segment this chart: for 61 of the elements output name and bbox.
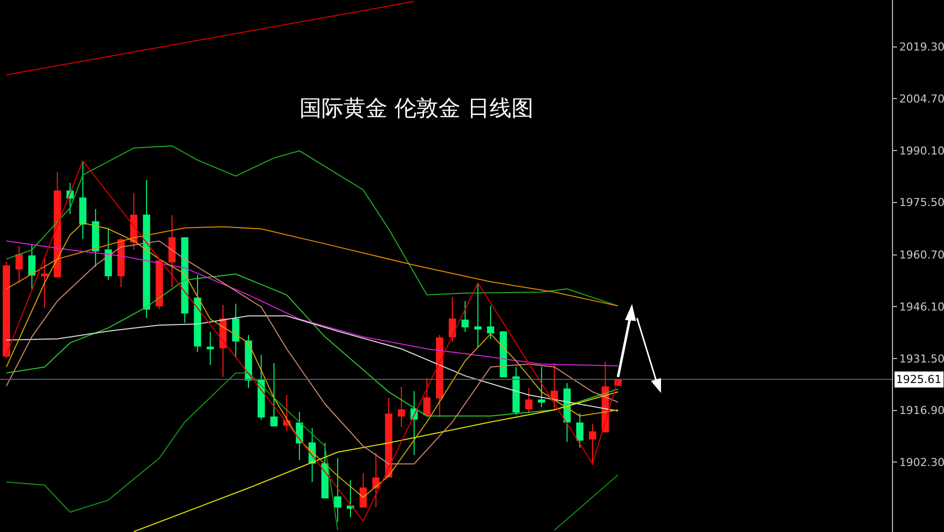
candlestick (461, 300, 469, 332)
candlestick (232, 303, 240, 358)
y-tick-label: 1946.10 (899, 300, 944, 314)
candlestick (168, 214, 176, 288)
candlestick (270, 362, 278, 426)
candlestick (79, 160, 86, 240)
candlestick (398, 386, 406, 428)
candlestick (512, 366, 520, 416)
line-series (6, 372, 338, 531)
candlestick (576, 412, 584, 448)
y-tick-label: 2019.30 (899, 40, 944, 54)
candlestick (360, 472, 367, 508)
candlestick (117, 237, 125, 288)
candlestick (219, 304, 227, 378)
candlestick (423, 377, 431, 418)
candlestick (372, 452, 380, 508)
text: 国际黄金 伦敦金 日线图 (300, 96, 534, 122)
line-series (133, 391, 619, 532)
line-series (6, 240, 619, 366)
y-tick-label: 1916.90 (899, 404, 944, 418)
candlestick (538, 366, 546, 408)
candlestick (92, 208, 100, 268)
candlestick (181, 236, 188, 324)
candlestick (156, 258, 163, 310)
candlestick (474, 283, 482, 348)
candlestick (40, 258, 48, 309)
candlestick (448, 296, 456, 343)
candlestick (54, 171, 61, 278)
candlestick (500, 330, 507, 378)
candlestick (550, 362, 558, 410)
candlestick (588, 424, 596, 466)
y-tick-label: 1902.30 (899, 456, 944, 469)
candlestick (15, 245, 23, 284)
y-tick-label: 2004.70 (899, 92, 944, 106)
candlestick (334, 458, 342, 523)
candlestick (142, 179, 150, 318)
y-tick-label: 1931.50 (899, 352, 944, 366)
candlestick (525, 387, 532, 414)
y-tick-label: 1960.70 (899, 248, 944, 262)
line-series (6, 160, 619, 522)
y-tick-label: 1975.50 (899, 196, 944, 210)
candlestick (296, 412, 304, 460)
candlestick (194, 274, 202, 353)
candlestick (2, 261, 10, 359)
candlestick (346, 480, 354, 518)
line-series (6, 240, 619, 464)
line-series (6, 226, 619, 306)
line-series (6, 222, 619, 498)
line-series (6, 273, 619, 416)
candlestick (385, 397, 392, 478)
candlestick (206, 331, 214, 366)
line-series (6, 315, 619, 412)
candlestick (410, 390, 418, 456)
candlestick (258, 354, 265, 420)
ref-line-label: 1925.61 (896, 373, 942, 386)
candlestick (104, 227, 112, 281)
candlestick (28, 243, 36, 290)
line-series (6, 145, 619, 306)
y-tick-label: 1990.10 (899, 144, 944, 158)
candlestick (486, 305, 494, 340)
candlestick (436, 334, 444, 418)
